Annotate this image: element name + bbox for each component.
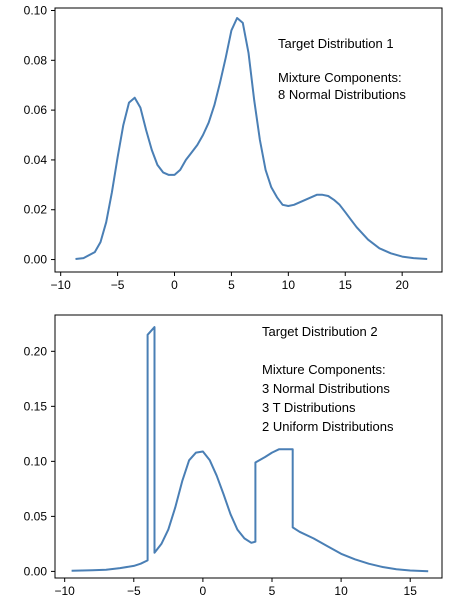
- annotation-line: Target Distribution 1: [278, 36, 394, 51]
- x-tick-label: 10: [282, 278, 296, 292]
- y-tick-label: 0.02: [24, 203, 48, 217]
- series-line: [71, 326, 429, 573]
- y-tick-label: 0.06: [24, 103, 48, 117]
- y-tick-label: 0.20: [24, 344, 48, 358]
- y-tick-label: 0.00: [24, 564, 48, 578]
- x-tick-label: −5: [127, 584, 141, 598]
- x-tick-label: −5: [111, 278, 125, 292]
- x-tick-label: 20: [395, 278, 409, 292]
- y-tick-label: 0.05: [24, 509, 48, 523]
- x-tick-label: −10: [54, 584, 75, 598]
- annotation-line: Mixture Components:: [262, 362, 386, 377]
- x-tick-label: 5: [269, 584, 276, 598]
- x-tick-label: 10: [334, 584, 348, 598]
- series-line: [75, 17, 428, 260]
- x-tick-label: 0: [200, 584, 207, 598]
- y-tick-label: 0.10: [24, 3, 48, 17]
- chart-2: −10 −5 0 5 10 15 0.00 0.05 0.10 0.15 0.20 Target Di…: [24, 314, 443, 598]
- x-tick-label: 15: [404, 584, 418, 598]
- y-tick-label: 0.00: [24, 253, 48, 267]
- x-tick-label: −10: [51, 278, 72, 292]
- plot-frame: [54, 7, 443, 273]
- y-tick-label: 0.15: [24, 399, 48, 413]
- annotation-line: Mixture Components:: [278, 70, 402, 85]
- x-tick-label: 15: [339, 278, 353, 292]
- annotation-line: Target Distribution 2: [262, 324, 378, 339]
- x-tick-label: 5: [228, 278, 235, 292]
- x-tick-label: 0: [171, 278, 178, 292]
- annotation-line: 3 T Distributions: [262, 400, 356, 415]
- plot-frame: [54, 314, 443, 579]
- annotation-line: 8 Normal Distributions: [278, 87, 406, 102]
- chart-1: −10 −5 0 5 10 15 20 0.00 0.02 0.04 0.06 0.08 0.10 Tar…: [24, 3, 443, 292]
- annotation-line: 2 Uniform Distributions: [262, 419, 394, 434]
- y-tick-label: 0.08: [24, 53, 48, 67]
- y-tick-label: 0.10: [24, 454, 48, 468]
- annotation-line: 3 Normal Distributions: [262, 381, 390, 396]
- y-tick-label: 0.04: [24, 153, 48, 167]
